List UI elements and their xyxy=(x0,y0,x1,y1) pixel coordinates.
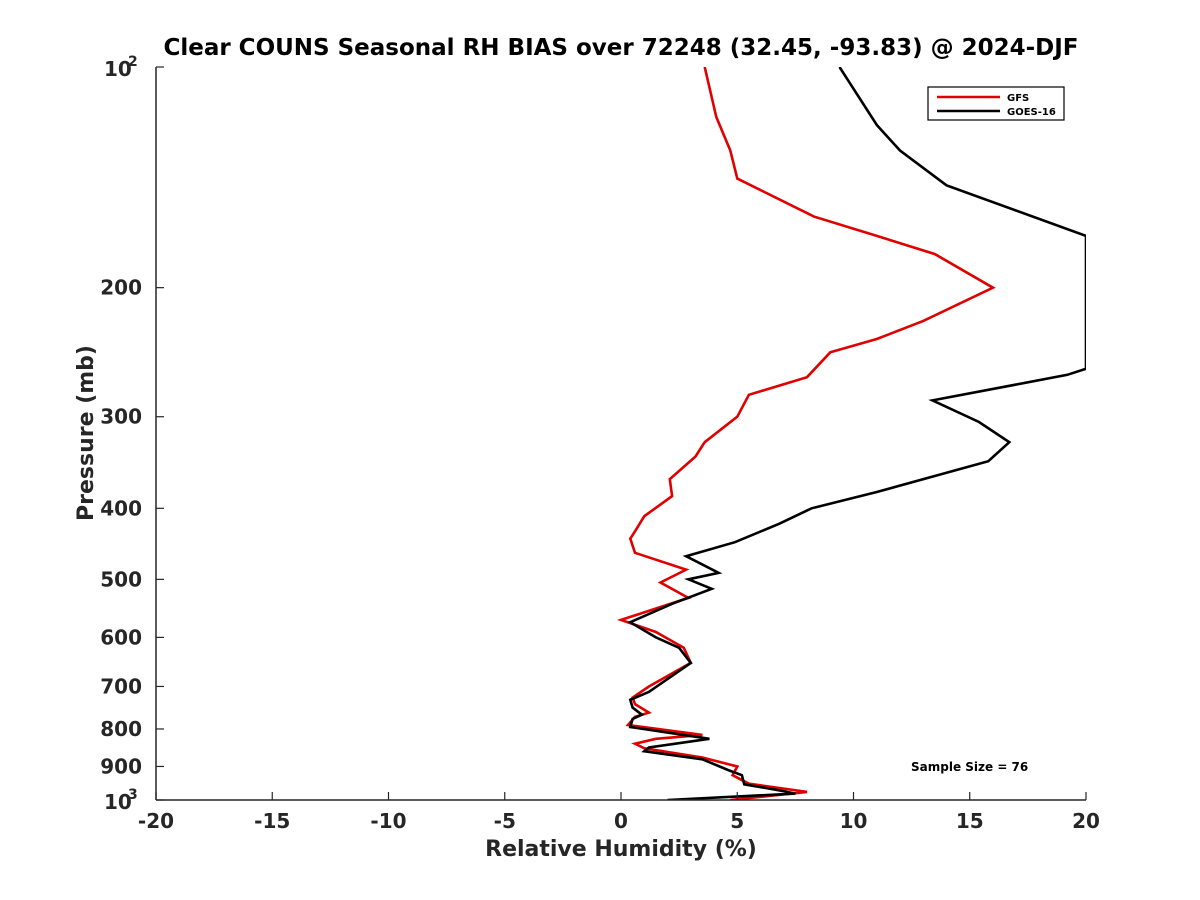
x-tick-label: 0 xyxy=(614,809,628,833)
x-tick-label: 5 xyxy=(730,809,744,833)
y-tick-label-bottom: 10 3 xyxy=(104,787,138,814)
y-tick-label: 700 xyxy=(100,674,142,698)
sample-size-annotation: Sample Size = 76 xyxy=(911,760,1028,774)
legend-label-goes16: GOES-16 xyxy=(1007,107,1056,118)
legend-label-gfs: GFS xyxy=(1007,93,1029,104)
x-tick-label: -5 xyxy=(494,809,516,833)
x-tick-label: 20 xyxy=(1072,809,1100,833)
x-tick-label: -15 xyxy=(254,809,290,833)
y-tick-label-top: 10 2 xyxy=(104,54,138,81)
x-tick-label: -20 xyxy=(138,809,174,833)
plot-area xyxy=(156,67,1086,800)
y-tick-label-1000-base: 10 xyxy=(104,790,132,814)
y-tick-label: 300 xyxy=(100,405,142,429)
y-axis-label: Pressure (mb) xyxy=(74,345,99,521)
series-line-goes16 xyxy=(627,67,1086,800)
y-tick-label-100-exp: 2 xyxy=(128,54,138,70)
chart-title: Clear COUNS Seasonal RH BIAS over 72248 … xyxy=(163,35,1078,61)
series-layer xyxy=(616,67,1086,800)
x-tick-label: 15 xyxy=(956,809,984,833)
y-tick-label: 800 xyxy=(100,717,142,741)
x-tick-label: -10 xyxy=(370,809,406,833)
y-ticks: 200 300 400 500 600 700 800 900 xyxy=(100,66,164,801)
y-tick-label-1000-exp: 3 xyxy=(128,787,138,803)
y-tick-label: 400 xyxy=(100,496,142,520)
legend-box xyxy=(927,86,1065,121)
x-ticks: -20 -15 -10 -5 0 5 10 15 20 xyxy=(138,792,1100,833)
y-tick-label: 600 xyxy=(100,625,142,649)
series-line-gfs xyxy=(616,67,996,800)
y-tick-label-100-base: 10 xyxy=(104,57,132,81)
y-tick-label: 900 xyxy=(100,754,142,778)
y-tick-label: 500 xyxy=(100,567,142,591)
legend: GFS GOES-16 xyxy=(927,86,1065,121)
x-axis-label: Relative Humidity (%) xyxy=(485,837,757,862)
y-tick-label: 200 xyxy=(100,276,142,300)
x-tick-label: 10 xyxy=(840,809,868,833)
